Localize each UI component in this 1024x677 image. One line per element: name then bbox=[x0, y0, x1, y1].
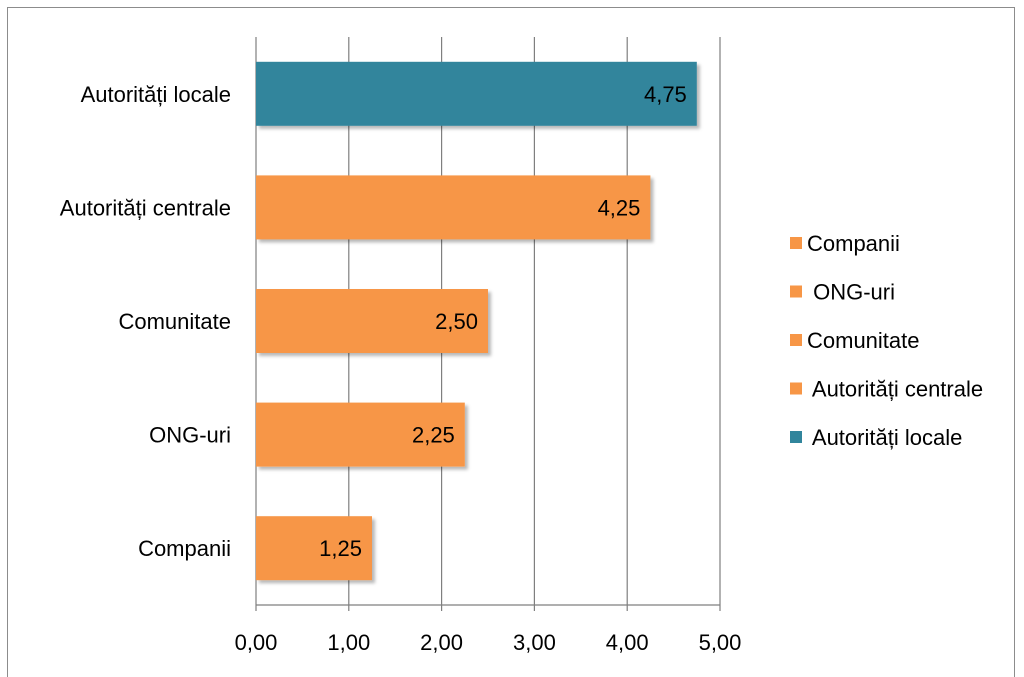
legend-label: Autorități locale bbox=[807, 425, 962, 450]
x-tick-label: 5,00 bbox=[699, 630, 742, 655]
legend-swatch bbox=[790, 237, 802, 249]
category-label: Comunitate bbox=[118, 309, 231, 334]
x-tick-label: 4,00 bbox=[606, 630, 649, 655]
legend-label: Autorități centrale bbox=[807, 377, 983, 402]
bar bbox=[256, 289, 488, 353]
data-label: 1,25 bbox=[319, 536, 362, 561]
bars bbox=[256, 61, 697, 581]
x-tick-label: 0,00 bbox=[235, 630, 278, 655]
data-label: 2,25 bbox=[412, 423, 455, 448]
data-label: 4,25 bbox=[598, 195, 641, 220]
category-label: Autorități centrale bbox=[60, 195, 231, 220]
category-label: ONG-uri bbox=[149, 423, 231, 448]
category-label: Autorități locale bbox=[81, 82, 231, 107]
x-tick-label: 3,00 bbox=[513, 630, 556, 655]
category-label: Companii bbox=[138, 536, 231, 561]
bar bbox=[256, 61, 697, 126]
legend-label: Companii bbox=[807, 231, 900, 256]
labels: 0,00 1,00 2,00 3,00 4,00 5,00 1,25 Companii 2,25… bbox=[60, 82, 742, 655]
data-label: 2,50 bbox=[435, 309, 478, 334]
legend-swatch bbox=[790, 285, 802, 298]
legend-swatch bbox=[790, 334, 802, 346]
bar bbox=[256, 516, 372, 581]
legend-swatch bbox=[790, 431, 802, 443]
x-tick-label: 1,00 bbox=[327, 630, 370, 655]
data-label: 4,75 bbox=[644, 82, 687, 107]
legend-label: Comunitate bbox=[807, 328, 920, 353]
bar bbox=[256, 175, 651, 240]
x-tick-label: 2,00 bbox=[420, 630, 463, 655]
legend: Companii ONG-uri Comunitate Autorități ce… bbox=[790, 231, 983, 450]
bar bbox=[256, 402, 465, 467]
legend-swatch bbox=[790, 382, 802, 395]
legend-label: ONG-uri bbox=[807, 280, 895, 305]
